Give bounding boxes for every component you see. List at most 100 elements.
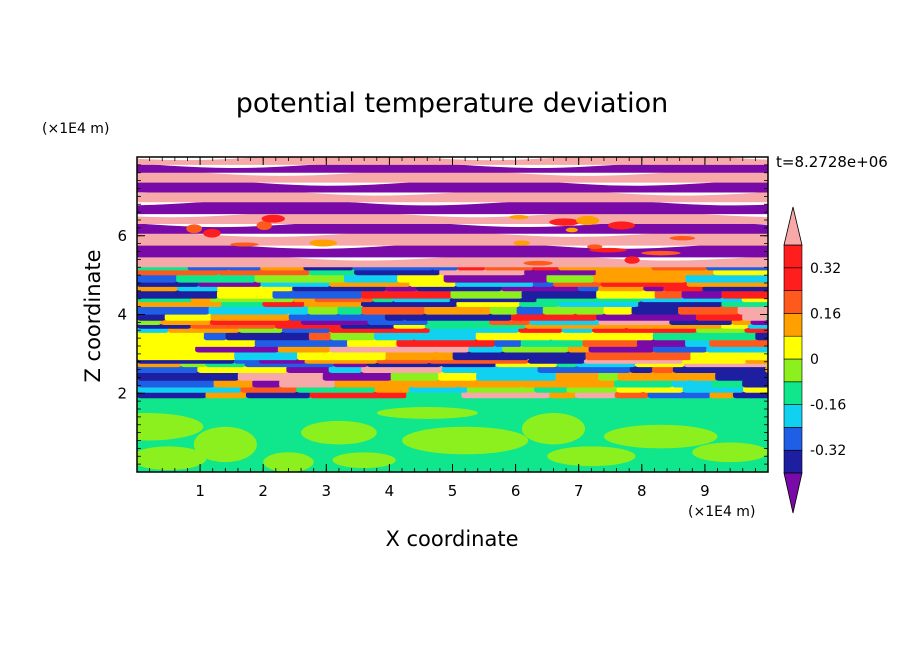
contour-streak [309, 239, 337, 247]
contour-band [137, 281, 199, 287]
contour-band [281, 327, 331, 333]
contour-band [328, 366, 363, 374]
contour-band [210, 313, 290, 321]
y-axis: 2 4 6 [117, 164, 768, 465]
contour-band [557, 301, 640, 307]
contour-band [292, 285, 387, 292]
contour-band [300, 319, 369, 326]
contour-band [137, 331, 167, 341]
contour-streak [186, 224, 203, 234]
contour-band [137, 199, 768, 215]
x-tick-label: 3 [322, 482, 332, 500]
contour-blob [376, 407, 478, 419]
contour-band [354, 269, 441, 276]
contour-band [629, 366, 654, 374]
contour-band [585, 351, 692, 361]
x-tick-label: 6 [511, 482, 521, 500]
contour-band [527, 351, 587, 361]
x-tick-label: 4 [385, 482, 395, 500]
contour-band [596, 313, 697, 321]
contour-band [272, 290, 363, 299]
contour-band [137, 274, 178, 283]
contour-band [452, 351, 529, 361]
contour-band [709, 391, 734, 399]
contour-band [296, 386, 376, 393]
contour-band [361, 366, 443, 374]
x-tick-label: 7 [574, 482, 584, 500]
contour-blob [301, 420, 377, 445]
contour-band [583, 359, 684, 364]
contour-band [636, 339, 687, 347]
contour-band [625, 324, 723, 329]
contour-band [297, 351, 387, 361]
contour-band [598, 319, 671, 326]
contour-band [210, 319, 302, 326]
colorbar-label: 0.32 [810, 261, 841, 277]
contour-band [286, 366, 330, 374]
contour-band [137, 327, 169, 333]
x-unit-label: (×1E4 m) [688, 504, 755, 520]
contour-streak [256, 220, 272, 231]
contour-band [435, 345, 470, 353]
contour-band [258, 359, 306, 364]
contour-band [137, 305, 210, 315]
contour-band [555, 372, 600, 381]
contour-band [390, 372, 440, 381]
contour-streak [565, 227, 578, 233]
contour-band [233, 359, 260, 364]
contour-band [732, 391, 768, 399]
contour-band [617, 372, 690, 381]
contour-band [678, 305, 739, 315]
contour-band [137, 179, 768, 193]
contour-band [366, 362, 442, 368]
contour-band [195, 345, 279, 353]
contour-band [205, 362, 246, 368]
contour-band [137, 285, 179, 292]
contour-band [682, 359, 747, 364]
contour-band [488, 319, 531, 326]
contour-band [334, 379, 412, 388]
contour-band [582, 339, 638, 347]
contour-band [197, 281, 262, 287]
contour-band [731, 319, 752, 326]
contour-band [709, 339, 768, 347]
contour-band [309, 269, 356, 276]
contour-band [640, 297, 743, 303]
contour-band [634, 362, 685, 368]
contour-band [567, 345, 590, 353]
contour-band [721, 301, 768, 307]
contour-band [577, 285, 600, 292]
contour-band [536, 297, 642, 303]
contour-band [449, 297, 538, 303]
contour-blob [137, 412, 204, 441]
contour-band [721, 290, 768, 299]
contour-band [137, 301, 223, 307]
contour-band [182, 339, 256, 347]
x-axis: 1 2 3 4 5 6 7 8 9 [149, 157, 769, 500]
contour-band [684, 269, 715, 276]
contour-band [262, 301, 305, 307]
contour-band [595, 269, 686, 276]
contour-streak [669, 236, 696, 241]
contour-band [137, 372, 239, 381]
colorbar-top-extension [783, 206, 803, 246]
contour-band [439, 269, 526, 276]
contour-band [244, 362, 335, 368]
contour-band [592, 327, 698, 333]
contour-streak [513, 240, 531, 246]
contour-band [393, 324, 426, 329]
contour-band [277, 345, 331, 353]
contour-blob [193, 426, 257, 463]
contour-band [137, 319, 162, 326]
contour-band [218, 269, 311, 276]
contour-band [191, 297, 211, 303]
contour-band [546, 274, 595, 283]
chart-title: potential temperature deviation [236, 88, 668, 119]
contour-band [225, 331, 310, 341]
contour-field [137, 157, 768, 472]
contour-band [322, 372, 392, 381]
contour-band [137, 351, 236, 361]
colorbar-segment [783, 449, 803, 474]
contour-streak [589, 247, 627, 253]
